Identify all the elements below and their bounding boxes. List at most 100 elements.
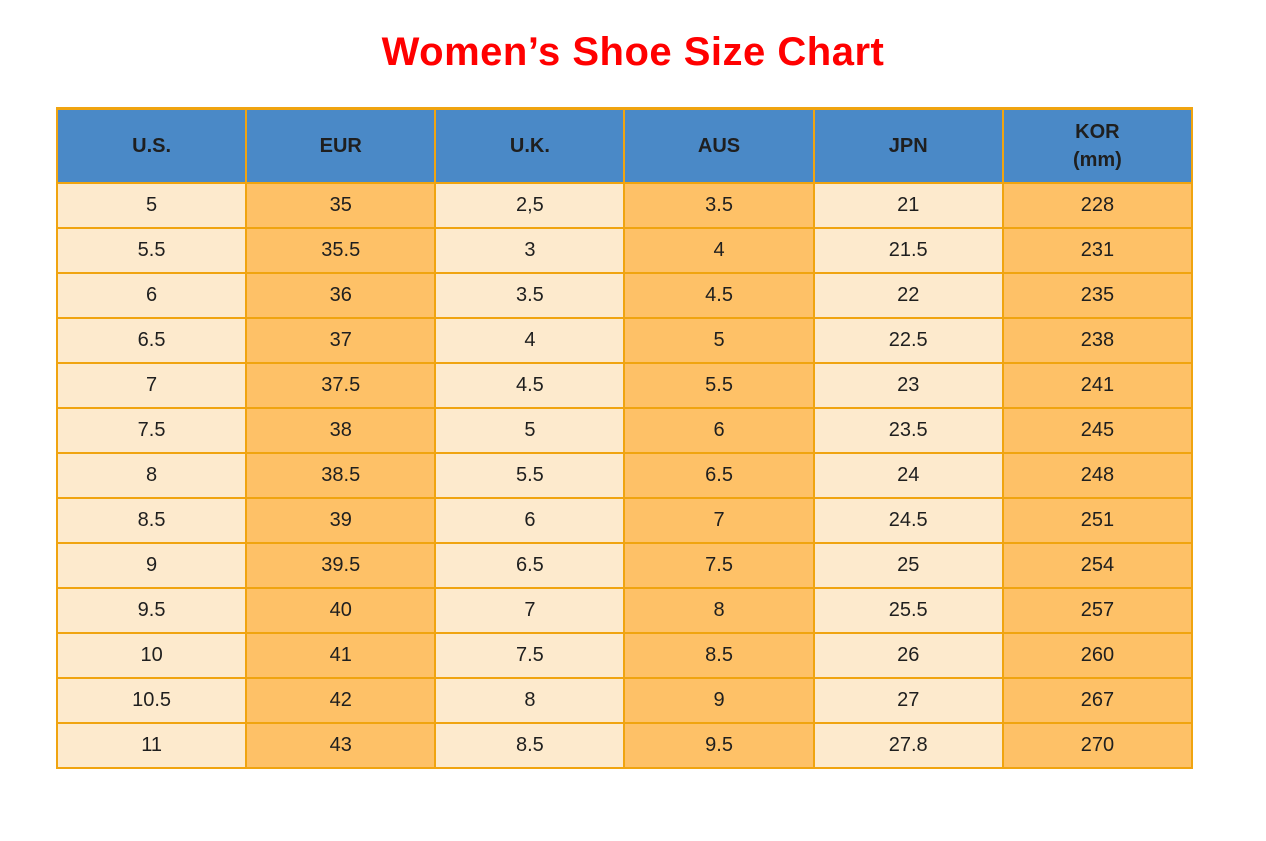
table-cell: 5 bbox=[434, 406, 626, 454]
table-cell: 10.5 bbox=[55, 676, 248, 724]
table-cell: 6 bbox=[55, 271, 248, 319]
column-header-line: U.K. bbox=[509, 134, 550, 157]
table-cell: 270 bbox=[1001, 721, 1194, 769]
table-row: 10.5 42 8 9 27 267 bbox=[55, 676, 1194, 724]
table-cell: 260 bbox=[1001, 631, 1194, 679]
table-cell: 35.5 bbox=[245, 226, 437, 274]
table-row: 8 38.5 5.5 6.5 24 248 bbox=[55, 451, 1194, 499]
table-cell: 38 bbox=[245, 406, 437, 454]
table-cell: 27 bbox=[812, 676, 1004, 724]
table-cell: 9 bbox=[55, 541, 248, 589]
table-cell: 9 bbox=[623, 676, 815, 724]
table-cell: 267 bbox=[1001, 676, 1194, 724]
column-header-line: U.S. bbox=[132, 134, 172, 157]
table-cell: 42 bbox=[245, 676, 437, 724]
table-cell: 6 bbox=[434, 496, 626, 544]
table-cell: 21 bbox=[812, 181, 1004, 229]
table-cell: 8.5 bbox=[55, 496, 248, 544]
column-header: JPN bbox=[812, 107, 1004, 184]
table-cell: 27.8 bbox=[812, 721, 1004, 769]
table-cell: 22.5 bbox=[812, 316, 1004, 364]
table-cell: 8 bbox=[434, 676, 626, 724]
table-cell: 3 bbox=[434, 226, 626, 274]
table-cell: 5.5 bbox=[623, 361, 815, 409]
table-cell: 25.5 bbox=[812, 586, 1004, 634]
table-cell: 5.5 bbox=[434, 451, 626, 499]
table-cell: 2,5 bbox=[434, 181, 626, 229]
size-table: U.S. EUR U.K. AUS JPN KOR (mm) 5 35 2,5 3.5 21 228 5… bbox=[55, 107, 1194, 769]
table-cell: 7.5 bbox=[55, 406, 248, 454]
table-cell: 8 bbox=[623, 586, 815, 634]
table-cell: 251 bbox=[1001, 496, 1194, 544]
column-header: AUS bbox=[623, 107, 815, 184]
table-cell: 4 bbox=[623, 226, 815, 274]
table-cell: 38.5 bbox=[245, 451, 437, 499]
table-cell: 7 bbox=[623, 496, 815, 544]
table-cell: 254 bbox=[1001, 541, 1194, 589]
table-cell: 8.5 bbox=[623, 631, 815, 679]
table-cell: 40 bbox=[245, 586, 437, 634]
table-cell: 3.5 bbox=[434, 271, 626, 319]
table-row: 7 37.5 4.5 5.5 23 241 bbox=[55, 361, 1194, 409]
table-cell: 4.5 bbox=[434, 361, 626, 409]
table-cell: 7 bbox=[434, 586, 626, 634]
table-cell: 238 bbox=[1001, 316, 1194, 364]
table-row: 9.5 40 7 8 25.5 257 bbox=[55, 586, 1194, 634]
table-row: 7.5 38 5 6 23.5 245 bbox=[55, 406, 1194, 454]
table-cell: 35 bbox=[245, 181, 437, 229]
table-row: 10 41 7.5 8.5 26 260 bbox=[55, 631, 1194, 679]
table-cell: 5.5 bbox=[55, 226, 248, 274]
table-cell: 43 bbox=[245, 721, 437, 769]
column-header-line: AUS bbox=[697, 134, 741, 157]
table-row: 8.5 39 6 7 24.5 251 bbox=[55, 496, 1194, 544]
table-cell: 39.5 bbox=[245, 541, 437, 589]
size-table-head: U.S. EUR U.K. AUS JPN KOR (mm) bbox=[55, 107, 1194, 184]
table-cell: 24 bbox=[812, 451, 1004, 499]
table-cell: 7.5 bbox=[623, 541, 815, 589]
table-cell: 23.5 bbox=[812, 406, 1004, 454]
table-cell: 26 bbox=[812, 631, 1004, 679]
table-cell: 231 bbox=[1001, 226, 1194, 274]
column-header-line: EUR bbox=[319, 134, 362, 157]
table-cell: 24.5 bbox=[812, 496, 1004, 544]
table-cell: 7 bbox=[55, 361, 248, 409]
column-header: EUR bbox=[245, 107, 437, 184]
table-cell: 241 bbox=[1001, 361, 1194, 409]
table-row: 6.5 37 4 5 22.5 238 bbox=[55, 316, 1194, 364]
size-table-head-row: U.S. EUR U.K. AUS JPN KOR (mm) bbox=[55, 107, 1194, 184]
table-cell: 257 bbox=[1001, 586, 1194, 634]
table-cell: 4 bbox=[434, 316, 626, 364]
column-header-line: KOR bbox=[1075, 120, 1120, 143]
column-header-line: (mm) bbox=[1072, 148, 1122, 171]
table-cell: 11 bbox=[55, 721, 248, 769]
table-cell: 5 bbox=[55, 181, 248, 229]
table-cell: 36 bbox=[245, 271, 437, 319]
table-cell: 37 bbox=[245, 316, 437, 364]
table-cell: 41 bbox=[245, 631, 437, 679]
column-header: U.K. bbox=[434, 107, 626, 184]
table-cell: 10 bbox=[55, 631, 248, 679]
table-cell: 228 bbox=[1001, 181, 1194, 229]
table-row: 11 43 8.5 9.5 27.8 270 bbox=[55, 721, 1194, 769]
table-cell: 6.5 bbox=[623, 451, 815, 499]
table-row: 5.5 35.5 3 4 21.5 231 bbox=[55, 226, 1194, 274]
table-cell: 4.5 bbox=[623, 271, 815, 319]
table-cell: 8.5 bbox=[434, 721, 626, 769]
table-cell: 9.5 bbox=[55, 586, 248, 634]
table-cell: 5 bbox=[623, 316, 815, 364]
page-title: Women’s Shoe Size Chart bbox=[381, 30, 885, 74]
table-row: 9 39.5 6.5 7.5 25 254 bbox=[55, 541, 1194, 589]
size-table-body: 5 35 2,5 3.5 21 228 5.5 35.5 3 4 21.5 231 6 36 3.5 4.5 2… bbox=[55, 181, 1194, 769]
column-header: U.S. bbox=[55, 107, 248, 184]
table-cell: 6.5 bbox=[55, 316, 248, 364]
table-cell: 21.5 bbox=[812, 226, 1004, 274]
table-row: 5 35 2,5 3.5 21 228 bbox=[55, 181, 1194, 229]
table-cell: 8 bbox=[55, 451, 248, 499]
table-row: 6 36 3.5 4.5 22 235 bbox=[55, 271, 1194, 319]
table-cell: 7.5 bbox=[434, 631, 626, 679]
table-cell: 22 bbox=[812, 271, 1004, 319]
table-cell: 235 bbox=[1001, 271, 1194, 319]
table-cell: 248 bbox=[1001, 451, 1194, 499]
table-cell: 3.5 bbox=[623, 181, 815, 229]
table-cell: 23 bbox=[812, 361, 1004, 409]
